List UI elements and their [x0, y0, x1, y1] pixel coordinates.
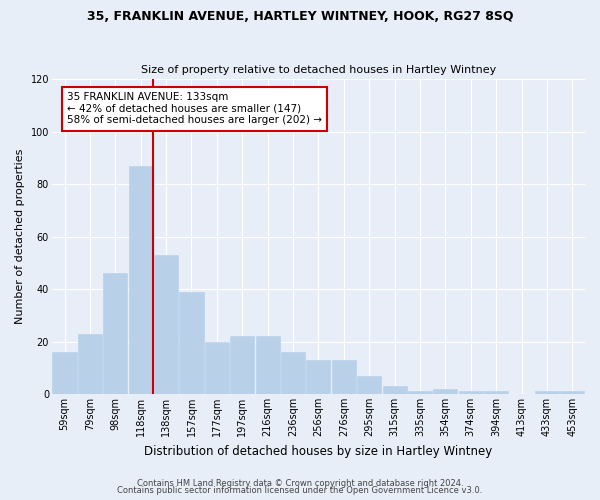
Bar: [78, 334, 102, 394]
Title: Size of property relative to detached houses in Hartley Wintney: Size of property relative to detached ho…: [141, 66, 496, 76]
Bar: [128, 166, 153, 394]
Bar: [230, 336, 254, 394]
Bar: [307, 360, 331, 394]
Text: 35, FRANKLIN AVENUE, HARTLEY WINTNEY, HOOK, RG27 8SQ: 35, FRANKLIN AVENUE, HARTLEY WINTNEY, HO…: [87, 10, 513, 23]
Text: 35 FRANKLIN AVENUE: 133sqm
← 42% of detached houses are smaller (147)
58% of sem: 35 FRANKLIN AVENUE: 133sqm ← 42% of deta…: [67, 92, 322, 126]
Bar: [205, 342, 229, 394]
Text: Contains public sector information licensed under the Open Government Licence v3: Contains public sector information licen…: [118, 486, 482, 495]
Bar: [458, 392, 483, 394]
X-axis label: Distribution of detached houses by size in Hartley Wintney: Distribution of detached houses by size …: [144, 444, 493, 458]
Bar: [332, 360, 356, 394]
Bar: [52, 352, 77, 394]
Y-axis label: Number of detached properties: Number of detached properties: [15, 149, 25, 324]
Bar: [281, 352, 305, 394]
Bar: [103, 274, 127, 394]
Bar: [535, 392, 559, 394]
Bar: [383, 386, 407, 394]
Bar: [154, 255, 178, 394]
Text: Contains HM Land Registry data © Crown copyright and database right 2024.: Contains HM Land Registry data © Crown c…: [137, 478, 463, 488]
Bar: [408, 392, 432, 394]
Bar: [256, 336, 280, 394]
Bar: [179, 292, 203, 394]
Bar: [433, 389, 457, 394]
Bar: [357, 376, 381, 394]
Bar: [484, 392, 508, 394]
Bar: [560, 392, 584, 394]
